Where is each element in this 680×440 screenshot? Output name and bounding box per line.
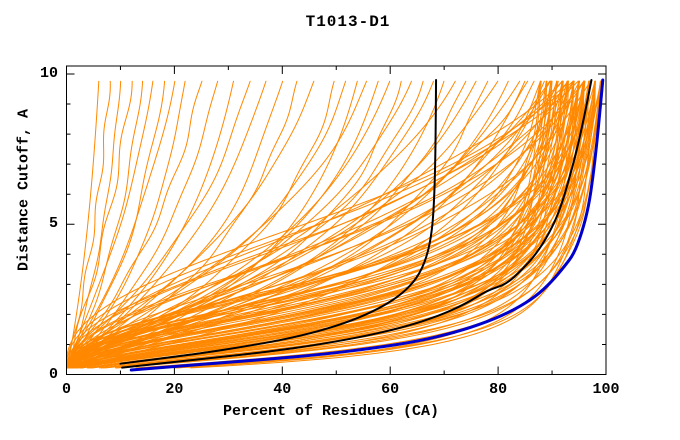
x-tick-label: 0 <box>61 381 72 398</box>
chart-title: T1013-D1 <box>305 13 391 31</box>
x-tick-label: 60 <box>381 381 400 398</box>
y-axis-label: Distance Cutoff, A <box>15 108 33 272</box>
x-tick-label: 40 <box>273 381 292 398</box>
y-tick-label: 5 <box>48 215 58 233</box>
y-tick-label: 10 <box>39 65 58 82</box>
y-tick-label: 0 <box>48 365 58 383</box>
x-tick-label: 20 <box>165 381 184 398</box>
x-tick-label: 80 <box>489 381 508 398</box>
x-tick-label: 100 <box>592 381 620 398</box>
x-axis-label: Percent of Residues (CA) <box>222 403 440 420</box>
